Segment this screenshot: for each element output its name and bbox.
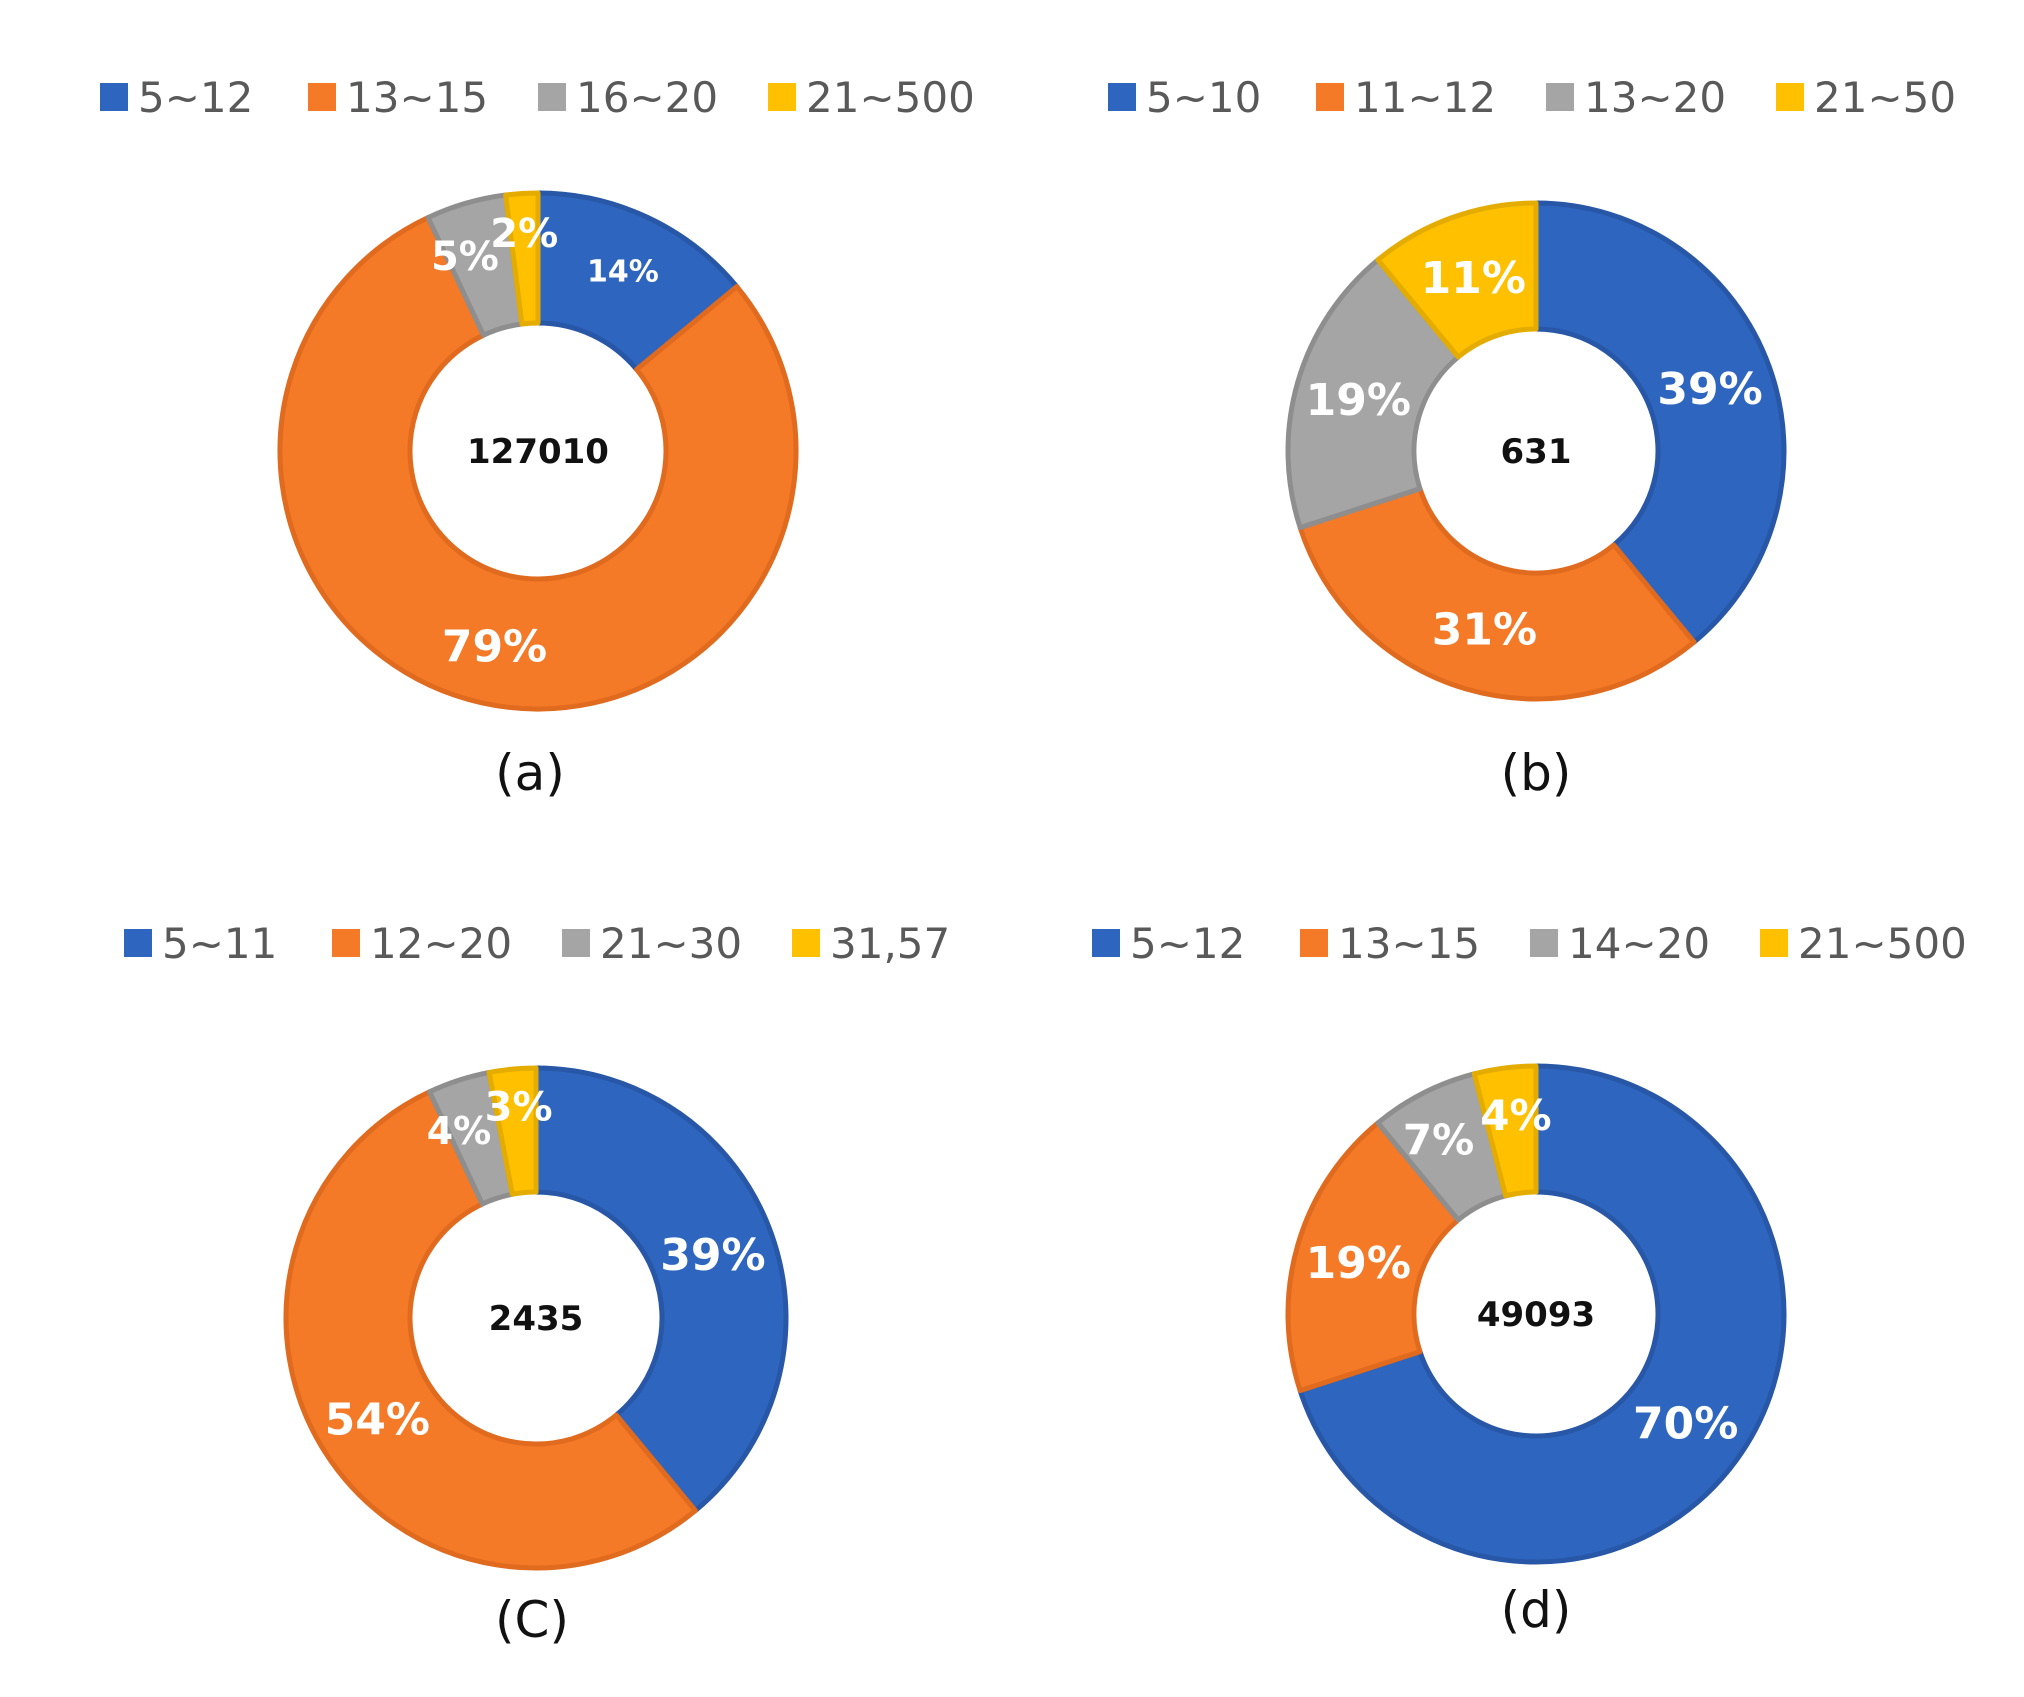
legend-label: 14~20 bbox=[1568, 919, 1710, 968]
legend-swatch-orange bbox=[308, 83, 336, 111]
data-label: 31% bbox=[1432, 605, 1537, 656]
data-label: 70% bbox=[1633, 1399, 1738, 1450]
legend: 5~10 11~12 13~20 21~50 bbox=[1108, 73, 1956, 122]
legend-label: 21~500 bbox=[1798, 919, 1967, 968]
legend-label: 16~20 bbox=[576, 73, 718, 122]
legend-label: 21~30 bbox=[600, 919, 742, 968]
center-total: 631 bbox=[1501, 432, 1572, 472]
data-label: 11% bbox=[1421, 253, 1526, 304]
legend: 5~12 13~15 14~20 21~500 bbox=[1092, 919, 1967, 968]
donut-slice-yellow bbox=[503, 190, 541, 327]
legend-swatch-gray bbox=[1546, 83, 1574, 111]
chart-panel-4: 5~12 13~15 14~20 21~500 70% 19% 7% 4% 49093 (d) bbox=[1092, 919, 1967, 1639]
legend-swatch-gray bbox=[1530, 929, 1558, 957]
data-label: 19% bbox=[1306, 375, 1411, 426]
data-label: 2% bbox=[490, 211, 558, 257]
chart-panel-3: 5~11 12~20 21~30 31,57 39% 54% 4%3% 2435 (C) bbox=[124, 919, 950, 1649]
center-total: 127010 bbox=[467, 432, 609, 472]
data-label: 54% bbox=[325, 1395, 430, 1446]
data-label: 3% bbox=[485, 1084, 553, 1130]
legend-label: 11~12 bbox=[1354, 73, 1496, 122]
legend-swatch-orange bbox=[1300, 929, 1328, 957]
donut-slice-yellow bbox=[1375, 200, 1539, 360]
data-label: 39% bbox=[660, 1230, 765, 1281]
donut-slice-orange bbox=[283, 1089, 698, 1571]
panel-caption: (C) bbox=[495, 1591, 569, 1649]
data-label: 4% bbox=[427, 1109, 492, 1153]
data-label: 7% bbox=[1403, 1115, 1474, 1164]
donut-slice-orange bbox=[1297, 486, 1697, 702]
legend-label: 13~15 bbox=[346, 73, 488, 122]
chart-panel-1: 5~12 13~15 16~20 21~500 14% 79% 5%2% 127010 (a) bbox=[100, 73, 975, 802]
donut-slice-blue bbox=[1533, 200, 1787, 645]
data-label: 19% bbox=[1306, 1238, 1411, 1289]
legend-swatch-gray bbox=[562, 929, 590, 957]
legend-swatch-yellow bbox=[1760, 929, 1788, 957]
legend-swatch-orange bbox=[332, 929, 360, 957]
data-label: 14% bbox=[587, 254, 659, 289]
data-label: 39% bbox=[1657, 364, 1762, 415]
donut-slice-blue bbox=[533, 1065, 789, 1514]
legend: 5~12 13~15 16~20 21~500 bbox=[100, 73, 975, 122]
legend-label: 5~11 bbox=[162, 919, 277, 968]
legend-label: 21~50 bbox=[1814, 73, 1956, 122]
legend-swatch-orange bbox=[1316, 83, 1344, 111]
donut-slice-orange bbox=[277, 215, 799, 712]
legend-label: 5~10 bbox=[1146, 73, 1261, 122]
legend-swatch-blue bbox=[100, 83, 128, 111]
panel-caption: (b) bbox=[1501, 744, 1572, 802]
panel-caption: (a) bbox=[495, 744, 565, 802]
legend-swatch-yellow bbox=[1776, 83, 1804, 111]
data-label: 5% bbox=[431, 234, 499, 280]
legend-swatch-yellow bbox=[792, 929, 820, 957]
legend-label: 5~12 bbox=[138, 73, 253, 122]
legend-label: 31,57 bbox=[830, 919, 950, 968]
data-label: 4% bbox=[1480, 1091, 1551, 1140]
donut-slice-yellow bbox=[486, 1065, 539, 1197]
legend-swatch-yellow bbox=[768, 83, 796, 111]
panel-caption: (d) bbox=[1501, 1581, 1572, 1639]
legend-label: 21~500 bbox=[806, 73, 975, 122]
data-label: 79% bbox=[442, 622, 547, 673]
donut-slice-orange bbox=[1285, 1120, 1461, 1394]
legend-label: 12~20 bbox=[370, 919, 512, 968]
legend-swatch-gray bbox=[538, 83, 566, 111]
center-total: 49093 bbox=[1477, 1295, 1595, 1335]
legend-swatch-blue bbox=[124, 929, 152, 957]
donut-slice-blue bbox=[1297, 1063, 1787, 1565]
legend-swatch-blue bbox=[1108, 83, 1136, 111]
legend-label: 5~12 bbox=[1130, 919, 1245, 968]
legend-label: 13~20 bbox=[1584, 73, 1726, 122]
legend-swatch-blue bbox=[1092, 929, 1120, 957]
legend: 5~11 12~20 21~30 31,57 bbox=[124, 919, 950, 968]
donut-slice-yellow bbox=[1471, 1063, 1539, 1199]
legend-label: 13~15 bbox=[1338, 919, 1480, 968]
center-total: 2435 bbox=[489, 1299, 584, 1339]
donut-slice-gray bbox=[1285, 257, 1461, 531]
chart-panel-2: 5~10 11~12 13~20 21~50 39% 31% 19% 11% 631 (b) bbox=[1108, 73, 1956, 802]
